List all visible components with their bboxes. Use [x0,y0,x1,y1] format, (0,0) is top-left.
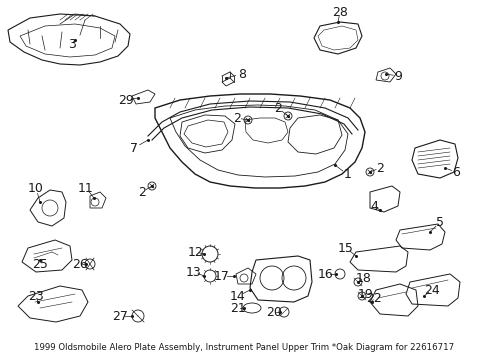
Text: 16: 16 [318,267,333,280]
Text: 26: 26 [72,257,88,270]
Text: 9: 9 [393,69,401,82]
Text: 1999 Oldsmobile Alero Plate Assembly, Instrument Panel Upper Trim *Oak Diagram f: 1999 Oldsmobile Alero Plate Assembly, In… [34,343,454,352]
Text: 1: 1 [344,168,351,181]
Text: 2: 2 [138,185,145,198]
Text: 7: 7 [130,141,138,154]
Text: 11: 11 [78,181,94,194]
Text: 4: 4 [369,199,377,212]
Text: 23: 23 [28,289,44,302]
Text: 10: 10 [28,181,44,194]
Text: 27: 27 [112,310,128,323]
Text: 2: 2 [273,102,282,114]
Text: 15: 15 [337,242,353,255]
Text: 3: 3 [68,37,76,50]
Text: 14: 14 [230,289,245,302]
Text: 13: 13 [186,266,202,279]
Text: 19: 19 [357,288,373,301]
Text: 2: 2 [375,162,383,175]
Text: 2: 2 [233,112,241,125]
Text: 17: 17 [214,270,229,283]
Text: 28: 28 [331,5,347,18]
Text: 29: 29 [118,94,134,107]
Text: 12: 12 [188,246,203,258]
Text: 6: 6 [451,166,459,179]
Text: 25: 25 [32,257,48,270]
Text: 8: 8 [238,68,245,81]
Text: 18: 18 [355,271,371,284]
Text: 21: 21 [230,302,245,315]
Text: 22: 22 [366,292,381,305]
Text: 5: 5 [435,216,443,229]
Text: 24: 24 [423,284,439,297]
Text: 20: 20 [265,306,282,319]
